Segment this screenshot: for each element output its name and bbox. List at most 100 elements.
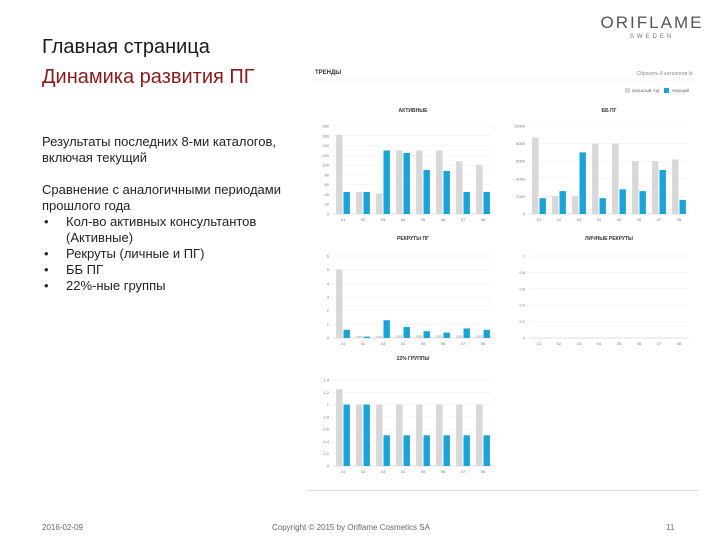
y-tick-label: 6000 [516, 159, 526, 164]
description-block: Результаты последних 8-ми каталогов, вкл… [42, 134, 304, 294]
bar-current [423, 435, 430, 466]
y-tick-label: 1 [327, 402, 330, 407]
x-tick-label: 01 [341, 217, 346, 222]
footer-date: 2016-02-09 [42, 523, 83, 532]
settings-icon[interactable]: ⚙ [688, 71, 693, 77]
bar-current [343, 404, 350, 466]
bar-current [559, 191, 566, 214]
x-tick-label: 03 [381, 217, 386, 222]
chart-title: РЕКРУТЫ ПГ [397, 236, 429, 242]
chart-title: АКТИВНЫЕ [399, 108, 429, 114]
x-tick-label: 07 [461, 341, 466, 346]
x-tick-label: 01 [341, 469, 346, 474]
bar-previous-year [592, 143, 599, 214]
bar-previous-year [336, 269, 343, 338]
legend-label-previous: прошлый год [631, 88, 660, 93]
bar-previous-year [416, 150, 423, 214]
y-tick-label: 0.6 [519, 286, 525, 291]
x-tick-label: 08 [481, 469, 486, 474]
x-tick-label: 07 [461, 217, 466, 222]
x-tick-label: 05 [421, 341, 426, 346]
bar-previous-year [476, 335, 483, 338]
bar-previous-year [436, 404, 443, 466]
bar-current [639, 191, 646, 214]
bar-current [463, 328, 470, 338]
chart-title: 22% ГРУППЫ [397, 356, 430, 362]
y-tick-label: 0.8 [323, 414, 329, 419]
x-tick-label: 06 [441, 341, 446, 346]
paragraph-2: Сравнение с аналогичными периодами прошл… [42, 182, 281, 213]
bar-previous-year [376, 193, 383, 214]
bar-previous-year [396, 404, 403, 466]
x-tick-label: 02 [557, 341, 562, 346]
bar-previous-year [436, 150, 443, 214]
y-tick-label: 40 [325, 192, 330, 197]
bar-current [403, 152, 410, 214]
y-tick-label: 1 [523, 254, 526, 259]
bar-previous-year [356, 404, 363, 466]
x-tick-label: 06 [637, 217, 642, 222]
y-tick-label: 160 [322, 133, 329, 138]
y-tick-label: 4000 [516, 176, 526, 181]
y-tick-label: 140 [322, 143, 329, 148]
x-tick-label: 02 [361, 217, 366, 222]
bar-current [383, 320, 390, 338]
bar-current [383, 435, 390, 466]
x-tick-label: 02 [557, 217, 562, 222]
paragraph-1: Результаты последних 8-ми каталогов, вкл… [42, 134, 277, 165]
x-tick-label: 03 [577, 217, 582, 222]
bar-current [363, 192, 370, 214]
bar-previous-year [376, 404, 383, 466]
x-tick-label: 08 [677, 217, 682, 222]
x-tick-label: 05 [617, 341, 622, 346]
bar-current [423, 170, 430, 214]
x-tick-label: 02 [361, 469, 366, 474]
bar-current [443, 170, 450, 214]
y-tick-label: 2 [327, 308, 330, 313]
bar-previous-year [356, 192, 363, 214]
bullet-item: Кол-во активных консультантов (Активные) [42, 214, 304, 246]
bar-current [383, 150, 390, 214]
bar-current [343, 192, 350, 214]
x-tick-label: 08 [481, 341, 486, 346]
y-tick-label: 0.4 [519, 303, 525, 308]
y-tick-label: 0 [523, 212, 526, 217]
x-tick-label: 03 [381, 469, 386, 474]
x-tick-label: 05 [421, 469, 426, 474]
legend-swatch-current [664, 88, 670, 94]
panel-header-right: Сбросить 8 каталогов ⚙ [636, 71, 693, 77]
x-tick-label: 07 [657, 217, 662, 222]
bar-current [463, 435, 470, 466]
bar-current [659, 170, 666, 214]
x-tick-label: 07 [657, 341, 662, 346]
x-tick-label: 08 [677, 341, 682, 346]
y-tick-label: 0.6 [323, 427, 329, 432]
bar-current [483, 329, 490, 338]
y-tick-label: 0 [327, 212, 330, 217]
x-tick-label: 05 [617, 217, 622, 222]
logo-sub: SWEDEN [629, 34, 675, 40]
logo-brand: ORIFLAME [600, 13, 704, 32]
x-tick-label: 01 [537, 341, 542, 346]
y-tick-label: 80 [325, 172, 330, 177]
y-tick-label: 60 [325, 182, 330, 187]
y-tick-label: 20 [325, 202, 330, 207]
x-tick-label: 01 [341, 341, 346, 346]
x-tick-label: 05 [421, 217, 426, 222]
bar-previous-year [456, 161, 463, 214]
x-tick-label: 07 [461, 469, 466, 474]
panel-header-text: Сбросить 8 каталогов [636, 71, 688, 77]
chart-title: ЛИЧНЫЕ РЕКРУТЫ [585, 236, 633, 242]
footer-page-number: 11 [666, 523, 675, 532]
x-tick-label: 04 [401, 469, 406, 474]
y-tick-label: 1 [327, 322, 330, 327]
x-tick-label: 02 [361, 341, 366, 346]
bar-current [483, 192, 490, 214]
bar-previous-year [572, 196, 579, 214]
bar-current [599, 198, 606, 214]
y-tick-label: 0.2 [323, 451, 329, 456]
bar-previous-year [652, 161, 659, 214]
legend-label-current: текущий [671, 88, 689, 93]
y-tick-label: 100 [322, 163, 329, 168]
bullet-item: Рекруты (личные и ПГ) [42, 246, 304, 262]
